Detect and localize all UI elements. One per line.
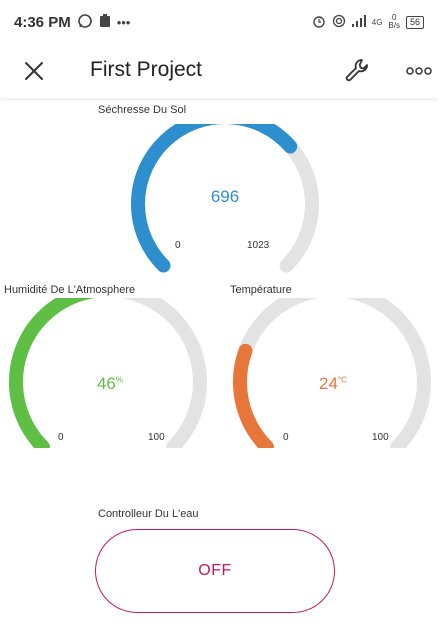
alarm-icon	[312, 14, 326, 31]
status-dots: •••	[116, 14, 131, 30]
app-bar: First Project	[0, 44, 438, 98]
notification-icon	[99, 13, 111, 31]
water-controller-state: OFF	[198, 562, 232, 579]
gauge-humidity-min: 0	[58, 432, 64, 443]
speed-unit: B/s	[388, 21, 400, 30]
gauge-humidity-number: 46	[96, 374, 116, 393]
status-left: 4:36 PM •••	[14, 13, 130, 32]
water-controller-button[interactable]: OFF	[95, 529, 335, 613]
gauge-humidity-label: Humidité De L'Atmosphere	[4, 284, 136, 296]
gauge-temperature-label: Température	[230, 284, 292, 296]
more-icon	[406, 67, 432, 75]
gauge-soil	[131, 124, 319, 273]
page-title: First Project	[90, 58, 203, 81]
gauge-humidity-max: 100	[148, 432, 165, 443]
gauge-temperature-max: 100	[372, 432, 389, 443]
gauge-soil-max: 1023	[247, 240, 270, 251]
water-controller-label: Controlleur Du L'eau	[98, 508, 199, 520]
gauge-soil-value: 696	[175, 187, 275, 207]
gauge-soil-number: 696	[210, 187, 240, 206]
gauge-soil-min: 0	[175, 240, 181, 251]
status-right: 4G 0 B/s 56	[312, 14, 424, 31]
gauge-fill	[131, 124, 298, 273]
gauge-humidity	[9, 298, 207, 448]
gauge-temperature-min: 0	[283, 432, 289, 443]
gauge-humidity-unit: %	[115, 375, 124, 385]
close-icon	[25, 62, 43, 80]
gauge-temperature-number: 24	[319, 374, 338, 393]
battery-icon: 56	[405, 15, 424, 29]
gauge-soil-label: Séchresse Du Sol	[98, 104, 187, 116]
status-time: 4:36 PM	[14, 13, 71, 31]
network-type: 4G	[371, 17, 383, 27]
speed-value: 0	[391, 13, 397, 22]
signal-icon	[351, 14, 366, 30]
gauge-temperature-unit: °C	[337, 375, 347, 385]
gauge-humidity-value: 46%	[60, 374, 160, 394]
hotspot-icon	[332, 14, 346, 31]
gauge-fill	[9, 298, 94, 448]
close-button[interactable]	[20, 57, 48, 85]
gauge-fill	[233, 343, 274, 448]
gauge-track	[233, 298, 431, 448]
status-bar: 4:36 PM ••• 4G 0 B/s 56	[0, 0, 438, 44]
network-speed: 0 B/s	[388, 14, 400, 30]
gauge-temperature	[233, 298, 431, 448]
wrench-icon	[345, 59, 368, 82]
gauge-temperature-value: 24°C	[283, 374, 383, 394]
settings-button[interactable]	[343, 56, 373, 86]
whatsapp-icon	[77, 13, 93, 32]
more-button[interactable]	[404, 63, 434, 79]
